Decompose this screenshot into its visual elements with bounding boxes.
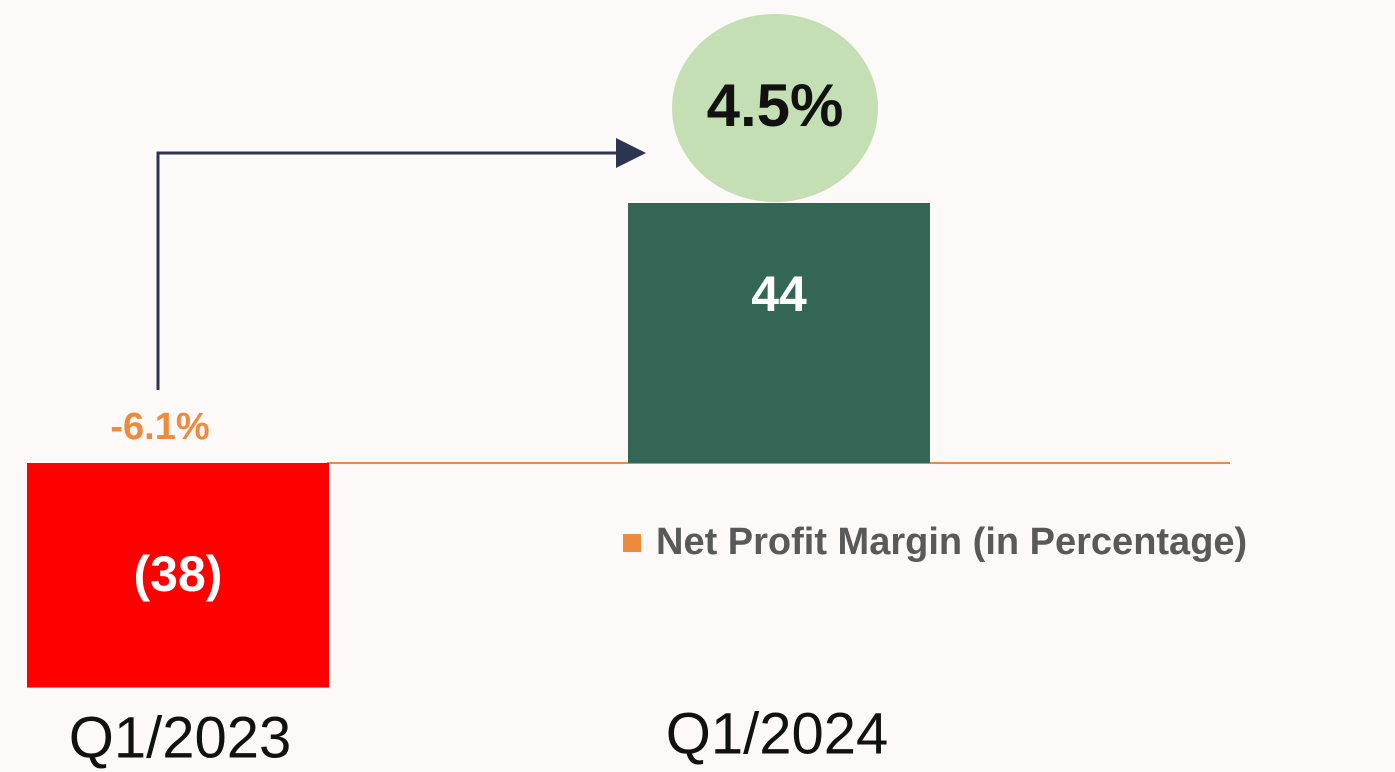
- margin-label: -6.1%: [110, 406, 209, 448]
- margin-label: 4.5%: [707, 72, 844, 139]
- bar: [27, 463, 329, 688]
- bar-value-label: 44: [751, 266, 807, 322]
- legend-label: Net Profit Margin (in Percentage): [656, 521, 1247, 563]
- x-tick-label: Q1/2024: [666, 701, 889, 766]
- x-tick-label: Q1/2023: [69, 705, 292, 770]
- margin-bubble: [672, 14, 878, 202]
- legend-marker: [623, 534, 641, 552]
- bar-value-label: (38): [134, 546, 223, 602]
- bar: [628, 203, 930, 463]
- growth-arrow: [156, 138, 646, 390]
